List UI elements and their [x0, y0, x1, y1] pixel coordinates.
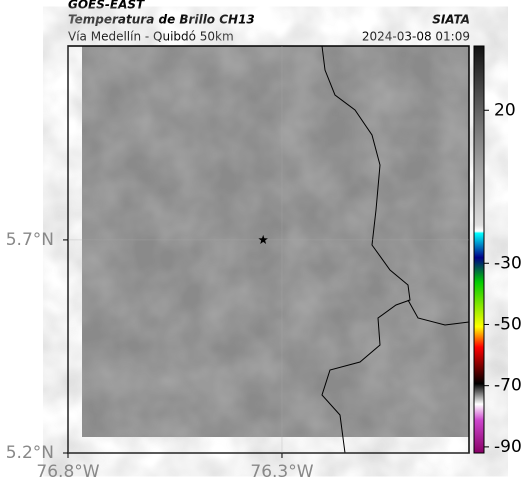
x-tick-label: 76.8°W: [36, 462, 99, 482]
subtitle: Vía Medellín - Quibdó 50km: [68, 30, 234, 44]
colorbar-tick-label: -90: [494, 437, 522, 457]
border: [321, 45, 411, 454]
colorbar-tick-label: 20: [494, 100, 516, 120]
colorbar-tick-label: -50: [494, 314, 522, 334]
y-tick-label: 5.7°N: [6, 230, 54, 250]
colorbar-tick-label: -30: [494, 253, 522, 273]
x-tick-label: 76.3°W: [250, 462, 313, 482]
colorbar-tick-label: -70: [494, 376, 522, 396]
colorbar: [473, 45, 485, 454]
title: Temperatura de Brillo CH13: [68, 13, 255, 27]
cloud-texture: [82, 46, 469, 437]
timestamp: 2024-03-08 01:09: [362, 30, 470, 44]
location-marker: [258, 234, 268, 244]
source: GOES-EAST: [68, 0, 145, 12]
border: [407, 299, 470, 326]
y-tick-label: 5.2°N: [6, 443, 54, 463]
org: SIATA: [432, 13, 470, 27]
